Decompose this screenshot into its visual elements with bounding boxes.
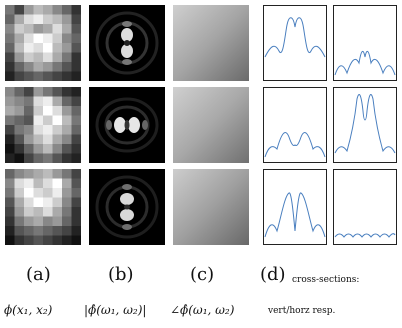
row3-magnitude-spectrum (89, 169, 165, 245)
row3-horizontal-cross-section (333, 169, 397, 245)
column-c-caption: ∠ϕ̂(ω₁, ω₂) (170, 303, 235, 317)
row2-spatial-filter (5, 87, 81, 163)
row2-phase-spectrum (173, 87, 249, 163)
row3-phase-spectrum (173, 169, 249, 245)
column-d-caption-line2: vert/horz resp. (268, 306, 336, 316)
column-c-label: (c) (190, 264, 215, 285)
column-d-label: (d) (260, 264, 286, 285)
column-a-caption: ϕ(x₁, x₂) (4, 303, 53, 317)
column-a-label: (a) (26, 264, 51, 285)
column-b-caption: |ϕ̂(ω₁, ω₂)| (84, 303, 147, 317)
row2-vertical-cross-section (263, 87, 327, 163)
row1-spatial-filter (5, 5, 81, 81)
row2-magnitude-spectrum (89, 87, 165, 163)
row3-vertical-cross-section (263, 169, 327, 245)
row1-vertical-cross-section (263, 5, 327, 81)
row2-horizontal-cross-section (333, 87, 397, 163)
row3-spatial-filter (5, 169, 81, 245)
column-b-label: (b) (108, 264, 134, 285)
row1-phase-spectrum (173, 5, 249, 81)
row1-horizontal-cross-section (333, 5, 397, 81)
row1-magnitude-spectrum (89, 5, 165, 81)
column-d-caption-line1: cross-sections: (292, 275, 360, 285)
